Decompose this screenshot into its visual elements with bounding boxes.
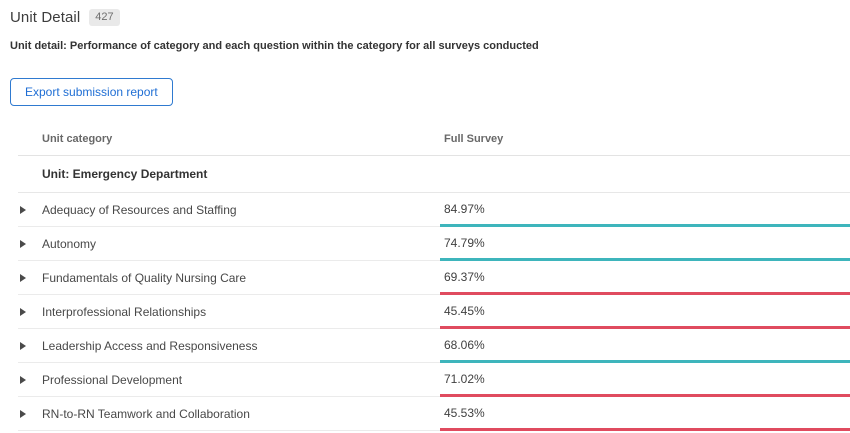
table-row: Adequacy of Resources and Staffing 84.97… <box>18 193 850 227</box>
category-label: Professional Development <box>42 372 183 387</box>
category-cell: Leadership Access and Responsiveness <box>18 329 440 363</box>
full-survey-value-cell: 71.02% <box>440 363 850 397</box>
category-cell: Fundamentals of Quality Nursing Care <box>18 261 440 295</box>
expand-row-arrow-icon[interactable] <box>20 307 26 316</box>
category-cell: Adequacy of Resources and Staffing <box>18 193 440 227</box>
score-value: 68.06% <box>444 337 485 352</box>
score-value: 69.37% <box>444 269 485 284</box>
table-header-row: Unit category Full Survey <box>18 123 850 156</box>
full-survey-value-cell: 45.45% <box>440 295 850 329</box>
score-value: 84.97% <box>444 201 485 216</box>
expand-row-arrow-icon[interactable] <box>20 205 26 214</box>
category-label: Adequacy of Resources and Staffing <box>42 202 237 217</box>
score-value: 45.53% <box>444 405 485 420</box>
unit-detail-table: Unit category Full Survey Unit: Emergenc… <box>18 123 850 431</box>
full-survey-value-cell: 84.97% <box>440 193 850 227</box>
export-submission-report-button[interactable]: Export submission report <box>10 78 173 106</box>
page-subtitle: Unit detail: Performance of category and… <box>10 40 539 52</box>
table-row: Leadership Access and Responsiveness 68.… <box>18 329 850 363</box>
column-header-full-survey: Full Survey <box>440 123 850 156</box>
page-header: Unit Detail 427 <box>10 9 840 26</box>
category-label: RN-to-RN Teamwork and Collaboration <box>42 406 250 421</box>
category-label: Interprofessional Relationships <box>42 304 207 319</box>
category-cell: Interprofessional Relationships <box>18 295 440 329</box>
table-row: Professional Development 71.02% <box>18 363 850 397</box>
table-row: RN-to-RN Teamwork and Collaboration 45.5… <box>18 397 850 431</box>
score-value: 74.79% <box>444 235 485 250</box>
response-count-badge: 427 <box>89 9 120 26</box>
category-label: Autonomy <box>42 236 97 251</box>
category-label: Leadership Access and Responsiveness <box>42 338 258 353</box>
full-survey-value-cell: 69.37% <box>440 261 850 295</box>
full-survey-value-cell: 45.53% <box>440 397 850 431</box>
table-row: Interprofessional Relationships 45.45% <box>18 295 850 329</box>
score-value: 71.02% <box>444 371 485 386</box>
score-value: 45.45% <box>444 303 485 318</box>
expand-row-arrow-icon[interactable] <box>20 341 26 350</box>
unit-group-header-row: Unit: Emergency Department <box>18 156 850 193</box>
expand-row-arrow-icon[interactable] <box>20 375 26 384</box>
category-cell: RN-to-RN Teamwork and Collaboration <box>18 397 440 431</box>
unit-group-label: Unit: Emergency Department <box>42 167 208 181</box>
expand-row-arrow-icon[interactable] <box>20 409 26 418</box>
unit-group-value-cell <box>440 156 850 193</box>
column-header-unit-category: Unit category <box>18 123 440 156</box>
expand-row-arrow-icon[interactable] <box>20 239 26 248</box>
category-label: Fundamentals of Quality Nursing Care <box>42 270 247 285</box>
expand-row-arrow-icon[interactable] <box>20 273 26 282</box>
page-title: Unit Detail <box>10 9 81 26</box>
table-row: Autonomy 74.79% <box>18 227 850 261</box>
category-cell: Professional Development <box>18 363 440 397</box>
category-cell: Autonomy <box>18 227 440 261</box>
table-row: Fundamentals of Quality Nursing Care 69.… <box>18 261 850 295</box>
full-survey-value-cell: 68.06% <box>440 329 850 363</box>
full-survey-value-cell: 74.79% <box>440 227 850 261</box>
